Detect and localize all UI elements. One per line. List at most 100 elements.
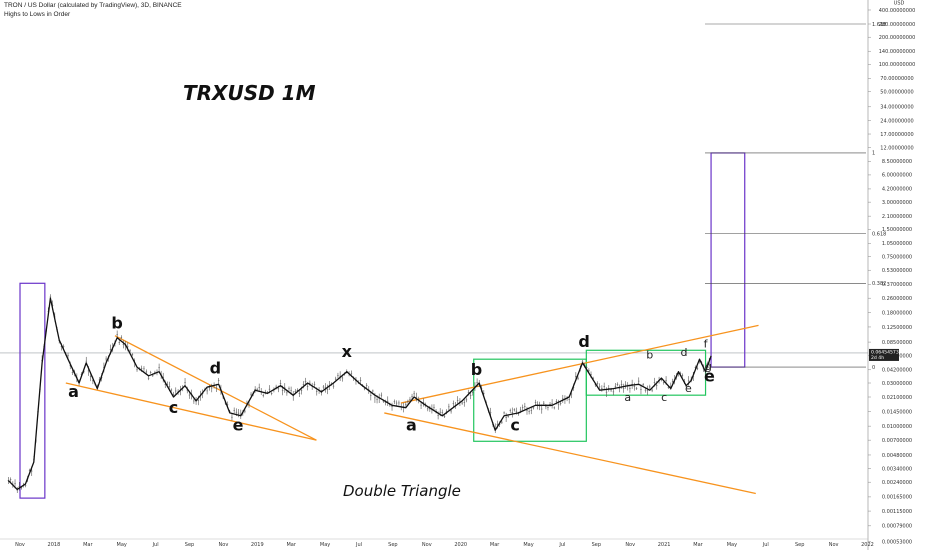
trendline [400,324,759,404]
y-tick-label: 0.00079000 [882,524,912,530]
y-tick-label: 0.08500000 [882,340,912,346]
x-tick-label: Sep [185,542,194,548]
x-tick-label: May [727,542,737,548]
trendline-layer [65,324,759,495]
fib-level-label: 0.382 [872,281,886,287]
y-tick-label: 0.00240000 [882,480,912,486]
y-tick-label: 8.50000000 [882,159,912,165]
y-tick-label: 200.00000000 [879,35,916,41]
y-tick-label: 12.00000000 [880,146,913,152]
wave-label-small-d: d [681,346,688,359]
y-tick-label: 0.12500000 [882,325,912,331]
y-tick-label: 1.50000000 [882,227,912,233]
x-tick-label: 2018 [48,542,61,548]
wave-label-d: d [210,359,221,378]
x-tick-label: May [117,542,127,548]
y-tick-label: 0.00115000 [882,509,912,515]
x-tick-label: Nov [15,542,25,548]
y-tick-label: 0.75000000 [882,254,912,260]
wave-label-small-b: b [646,348,653,361]
x-tick-label: Jul [355,542,362,548]
chart-header-line2: Highs to Lows in Order [4,11,71,18]
wave-label-d: d [578,332,589,351]
x-tick-label: 2019 [251,542,264,548]
y-tick-label: 0.02100000 [882,395,912,401]
y-tick-label: 0.00053000 [882,539,912,545]
y-tick-label: 100.00000000 [879,62,916,68]
y-tick-label: 0.01000000 [882,424,912,430]
wave-label-b: b [471,360,482,379]
wave-label-x: x [342,342,353,361]
y-tick-label: 70.00000000 [880,76,913,82]
y-axis-currency: USD [894,1,905,7]
wave-label-e: e [233,415,244,434]
x-tick-label: Sep [592,542,601,548]
x-tick-label: May [523,542,533,548]
wave-label-small-c: c [661,391,667,404]
fib-level-label: 0 [872,365,875,371]
x-tick-label: Nov [829,542,839,548]
y-tick-label: 280.00000000 [879,22,916,28]
wave-path [7,297,712,491]
y-tick-label: 34.00000000 [880,105,913,111]
y-tick-label: 17.00000000 [880,132,913,138]
y-tick-label: 0.04200000 [882,368,912,374]
y-tick-label: 4.20000000 [882,187,912,193]
y-tick-label: 0.00165000 [882,495,912,501]
y-tick-label: 0.01450000 [882,409,912,415]
wave-label-small-f: f [704,338,709,351]
x-tick-label: May [320,542,330,548]
fib-level-label: 1 [872,151,875,157]
wave-label-b: b [111,314,122,333]
y-tick-label: 3.00000000 [882,200,912,206]
fib-layer: 1.618 1 0.618 0.382 0 [705,22,886,371]
wave-path-layer [7,297,712,491]
price-bars-layer [7,294,711,494]
y-tick-label: 140.00000000 [879,49,916,55]
wave-label-c: c [510,415,519,434]
y-tick-label: 0.26000000 [882,296,912,302]
y-tick-label: 0.00480000 [882,453,912,459]
y-tick-label: 0.00340000 [882,466,912,472]
x-tick-label: Jul [558,542,565,548]
wave-label-small-a: a [624,391,631,404]
x-tick-label: Nov [625,542,635,548]
y-tick-label: 0.03000000 [882,381,912,387]
y-tick-label: 0.53000000 [882,268,912,274]
y-tick-label: 0.37000000 [882,282,912,288]
x-tick-label: Nov [219,542,229,548]
green-box [473,358,587,442]
chart-note: Double Triangle [343,482,461,500]
y-tick-label: 0.18000000 [882,310,912,316]
trendline [65,382,317,441]
wave-label-small-g: g [705,360,712,373]
x-tick-label: Mar [490,542,500,548]
x-tick-label: Sep [795,542,804,548]
wave-label-c: c [169,398,178,417]
fib-level-label: 0.618 [872,231,886,237]
x-tick-label: 2020 [454,542,467,548]
box-layer [19,152,746,499]
chart-header-line1: TRON / US Dollar (calculated by TradingV… [4,2,182,9]
current-price-tag [869,348,899,361]
wave-label-a: a [68,382,79,401]
trendline [384,412,756,495]
purple-box [19,282,46,499]
y-tick-label: 400.00000000 [879,8,916,14]
x-tick-label: Sep [388,542,397,548]
y-tick-label: 50.00000000 [880,89,913,95]
current-price-countdown: 2d 4h [871,355,884,361]
x-tick-label: Jul [152,542,159,548]
y-tick-label: 24.00000000 [880,118,913,124]
x-tick-label: Mar [286,542,296,548]
current-price-value: 0.06454573 [871,350,899,356]
x-tick-label: Mar [83,542,93,548]
fib-level-label: 1.618 [872,22,886,28]
wave-label-e-final: e [704,367,715,386]
y-tick-label: 0.00700000 [882,438,912,444]
y-tick-label: 2.10000000 [882,214,912,220]
wave-label-a: a [406,415,417,434]
